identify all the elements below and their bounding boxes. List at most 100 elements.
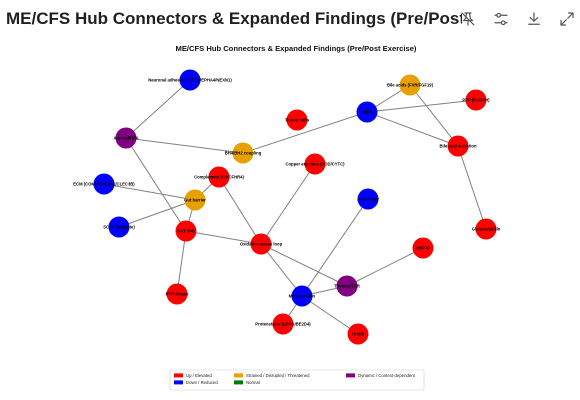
edge-neuronal-adrenal	[125, 79, 191, 139]
node-tissue: Tissue hubs	[285, 109, 310, 131]
node-pyr: PYR kinase	[166, 283, 189, 305]
node-circle	[356, 101, 378, 123]
node-label: Autophagy	[357, 197, 380, 202]
node-circle	[399, 74, 421, 96]
page-title: ME/CFS Hub Connectors & Expanded Finding…	[6, 9, 462, 28]
pin-off-icon	[461, 12, 475, 26]
node-bh4: BH4/BH2 coupling	[225, 142, 262, 164]
node-glutamate: Glutamate/Gln	[472, 218, 501, 240]
edge-adrenal-bh4	[125, 137, 244, 154]
legend-swatch	[174, 380, 183, 385]
diagram-title: ME/CFS Hub Connectors & Expanded Finding…	[176, 44, 417, 53]
edge-mito-ornith	[301, 295, 359, 335]
node-circle	[184, 189, 206, 211]
node-circle	[447, 135, 469, 157]
node-adrenal: Adrenal/HPA	[113, 127, 139, 149]
legend-swatch	[234, 380, 243, 385]
node-mito: Mito complex	[289, 285, 316, 307]
settings-sliders-icon	[494, 12, 508, 26]
node-label: ECM (COMP/COL6A1/CLEC3B)	[73, 182, 135, 187]
node-label: Neuronal adhesion (CNTN/EPHA4/NEXN1)	[148, 78, 232, 83]
node-circle	[304, 153, 326, 175]
network-diagram: ME/CFS Hub Connectors & Expanded Finding…	[73, 44, 501, 391]
legend-swatch	[346, 373, 355, 378]
node-circle	[272, 313, 294, 335]
node-circle	[166, 283, 188, 305]
edge-adrenal-nat	[125, 137, 187, 232]
node-label: HSP70	[416, 246, 430, 251]
node-oxidative: Oxidative stress loop	[240, 233, 283, 255]
node-thymus: Thymus/TCR	[334, 275, 360, 297]
node-label: Oxidative stress loop	[240, 242, 283, 247]
node-ornith: Ornith	[347, 323, 369, 345]
node-copper: Copper enzymes (SOD/CYTC)	[285, 153, 345, 175]
node-circle	[115, 127, 137, 149]
node-circle	[175, 220, 197, 242]
node-circle	[357, 188, 379, 210]
edge-autophagy-mito	[301, 198, 369, 297]
node-label: Bile acids (FXR/FGF19)	[387, 83, 434, 88]
node-ampk: AMPK	[356, 101, 378, 123]
node-circle	[250, 233, 272, 255]
node-nat: NAT (P4)	[175, 220, 197, 242]
node-label: SCFA (butyrate)	[103, 225, 135, 230]
node-circle	[412, 237, 434, 259]
node-layer: Neuronal adhesion (CNTN/EPHA4/NEXN1) Bile…	[73, 69, 501, 345]
edge-ampk-bile_oxid	[366, 111, 459, 147]
node-label: Tissue hubs	[285, 118, 310, 123]
legend-label: Dynamic / Context-dependent	[358, 373, 416, 378]
node-label: NAT (P4)	[177, 229, 195, 234]
node-circle	[336, 275, 358, 297]
node-label: Mito complex	[289, 294, 316, 299]
node-circle	[465, 89, 487, 111]
node-circle	[108, 216, 130, 238]
node-complement: Complement (C3/CFHR4)	[194, 166, 244, 188]
edge-bh4-ampk	[242, 111, 368, 154]
node-label: AMPK	[361, 110, 373, 115]
settings-button[interactable]	[488, 6, 514, 32]
pin-off-button[interactable]	[455, 6, 481, 32]
node-hsp: HSP70	[412, 237, 434, 259]
edge-oxidative-mito	[260, 243, 303, 297]
node-circle	[179, 69, 201, 91]
node-circle	[475, 218, 497, 240]
download-icon	[528, 12, 540, 25]
node-ppp: PPP (NADPH)	[462, 89, 490, 111]
legend-box	[169, 369, 425, 391]
edge-ecm-gut	[103, 183, 196, 201]
node-label: Glutamate/Gln	[472, 227, 501, 232]
edge-copper-oxidative	[260, 163, 316, 245]
page-header: ME/CFS Hub Connectors & Expanded Finding…	[0, 0, 580, 38]
node-label: Complement (C3/CFHR4)	[194, 175, 244, 180]
legend-label: Up / Elevated	[186, 373, 212, 378]
legend-item-up: Up / Elevated	[174, 373, 212, 378]
node-label: Thymus/TCR	[334, 284, 360, 289]
node-circle	[232, 142, 254, 164]
node-label: PYR kinase	[166, 292, 189, 297]
node-circle	[208, 166, 230, 188]
edge-bile_oxid-glutamate	[457, 145, 487, 230]
edge-bile_acids-bile_oxid	[409, 84, 459, 147]
legend-label: Down / Reduced	[186, 380, 218, 385]
node-label: Bile acid oxidation	[440, 144, 477, 149]
toolbar	[448, 6, 580, 32]
node-autophagy: Autophagy	[357, 188, 380, 210]
legend-swatch	[174, 373, 183, 378]
node-label: BH4/BH2 coupling	[225, 151, 262, 156]
node-proteostasis: Proteostasis (UPP/UBE2D4)	[255, 313, 311, 335]
node-label: PPP (NADPH)	[462, 98, 490, 103]
node-circle	[291, 285, 313, 307]
legend-item-strained: Strained / Disrupted / Threatened	[234, 373, 310, 378]
download-button[interactable]	[521, 6, 547, 32]
node-scfa: SCFA (butyrate)	[103, 216, 135, 238]
node-label: Adrenal/HPA	[113, 136, 138, 141]
edge-nat-pyr	[176, 230, 187, 295]
node-ecm: ECM (COMP/COL6A1/CLEC3B)	[73, 173, 135, 195]
legend-swatch	[234, 373, 243, 378]
expand-icon	[560, 12, 574, 26]
node-circle	[286, 109, 308, 131]
expand-button[interactable]	[554, 6, 580, 32]
node-label: Proteostasis (UPP/UBE2D4)	[255, 322, 311, 327]
node-label: Ornith	[352, 332, 365, 337]
edge-oxidative-thymus	[260, 243, 348, 287]
